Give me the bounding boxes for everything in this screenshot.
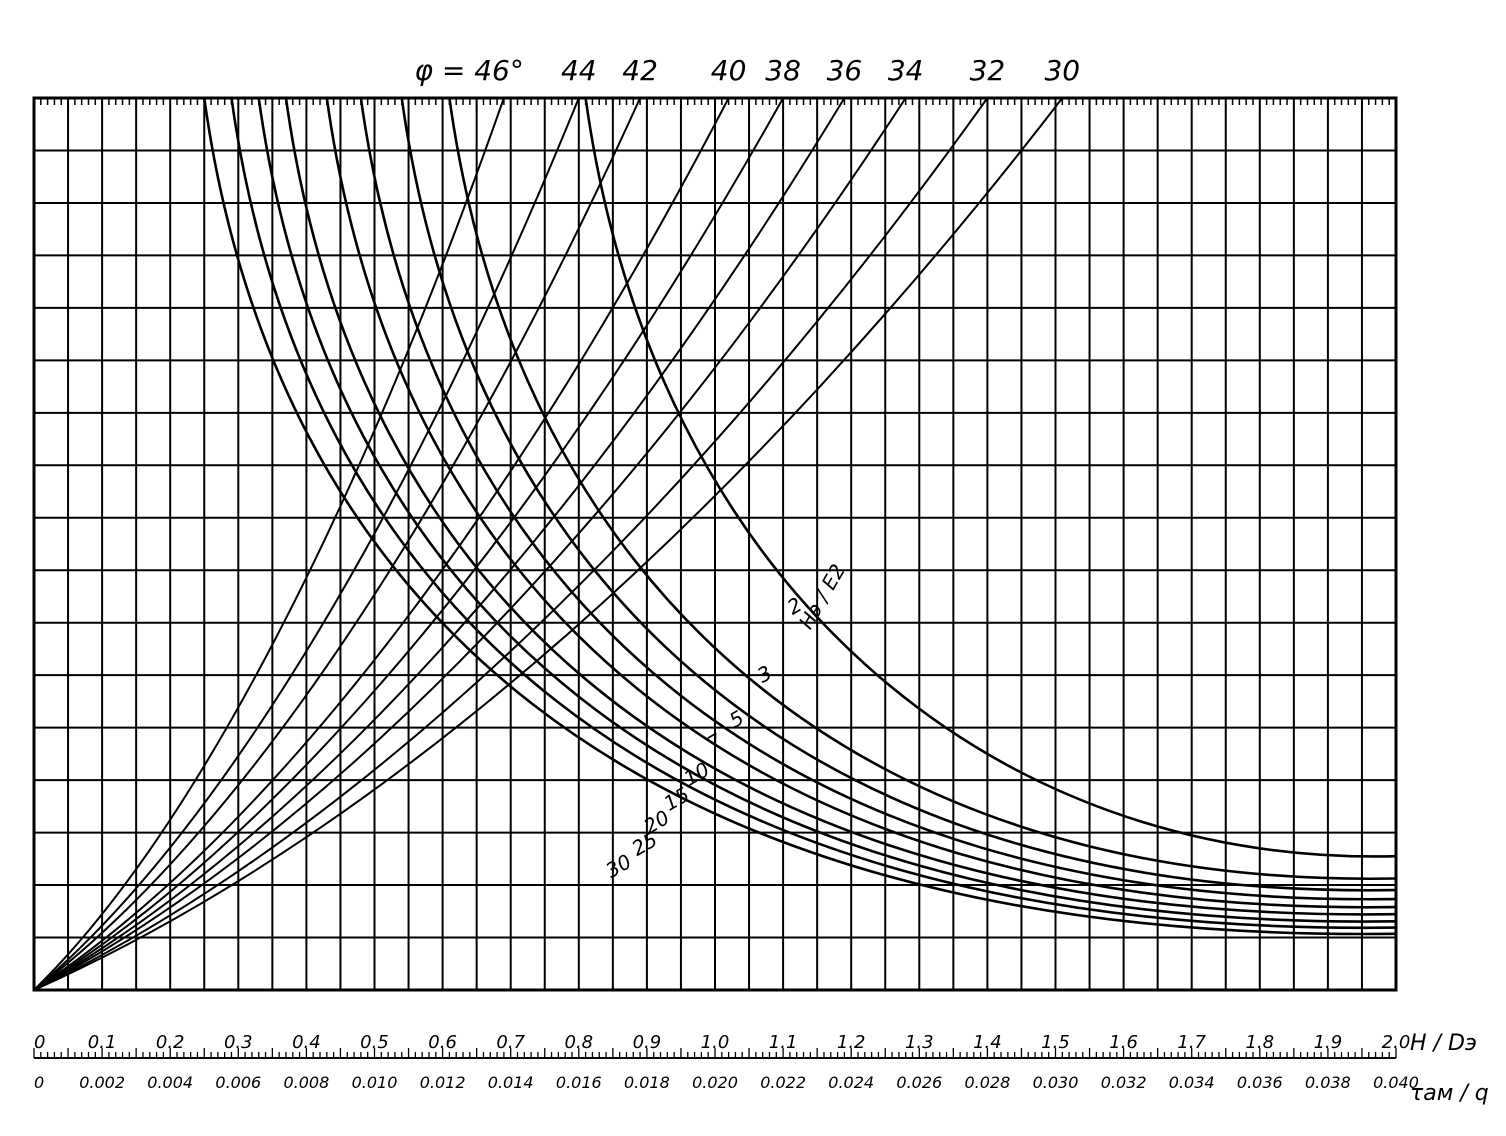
x-tick-label: 0.9 [633, 1032, 662, 1053]
x-tick-label: 1.4 [973, 1032, 1002, 1053]
x-tick-label: 1.9 [1314, 1032, 1343, 1053]
phi-line [33, 97, 505, 991]
x-tick-label: 1.2 [837, 1032, 866, 1053]
he-curve [325, 97, 1397, 909]
x2-tick-label: 0.018 [624, 1073, 670, 1092]
x-tick-label: 1.7 [1177, 1032, 1206, 1053]
x-tick-label: 0.8 [564, 1032, 593, 1053]
x-tick-label: 2.0 [1382, 1032, 1411, 1053]
x2-tick-label: 0.020 [692, 1073, 738, 1092]
x-tick-label: 1.8 [1245, 1032, 1274, 1053]
x2-tick-label: 0.012 [420, 1073, 466, 1092]
x-tick-label: 0.1 [88, 1032, 117, 1053]
x2-tick-label: 0.030 [1033, 1073, 1079, 1092]
chart-grid [32, 96, 1398, 992]
he-curve [584, 97, 1397, 858]
phi-line [33, 97, 846, 991]
x2-tick-label: 0.026 [896, 1073, 942, 1092]
x-tick-label: 1.6 [1109, 1032, 1138, 1053]
he-curve-label: 10 [679, 757, 713, 791]
x2-tick-label: 0.002 [79, 1073, 125, 1092]
x-tick-label: 0.5 [360, 1032, 389, 1053]
x2-tick-label: 0.036 [1237, 1073, 1283, 1092]
phi-line [33, 97, 907, 991]
he-curve [202, 97, 1397, 936]
phi-series-lines [33, 97, 1064, 991]
phi-label: 34 [888, 54, 924, 87]
x2-tick-label: 0.022 [760, 1073, 806, 1092]
x-tick-label: 1.0 [701, 1032, 730, 1053]
x2-tick-label: 0.008 [283, 1073, 329, 1092]
x2-tick-label: 0.024 [828, 1073, 874, 1092]
x-tick-label: 0.6 [428, 1032, 457, 1053]
x2-axis-title: τам / q [1410, 1081, 1489, 1106]
x-tick-label: 1.1 [769, 1032, 798, 1053]
x2-tick-label: 0.038 [1305, 1073, 1351, 1092]
he-curve [400, 97, 1397, 892]
he-curve [284, 97, 1397, 916]
x-tick-label: 0.7 [496, 1032, 525, 1053]
x-tick-label: 0.4 [292, 1032, 321, 1053]
x2-tick-label: 0.006 [215, 1073, 261, 1092]
phi-line [33, 97, 730, 991]
x2-tick-label: 0.016 [556, 1073, 602, 1092]
x-tick-label: 0.2 [156, 1032, 185, 1053]
phi-label: 32 [970, 54, 1006, 87]
he-curve-label: 7 [703, 728, 726, 755]
x2-tick-label: 0.040 [1373, 1073, 1419, 1092]
x2-tick-label: 0.014 [488, 1073, 534, 1092]
he-curve [257, 97, 1397, 923]
he-curve [448, 97, 1397, 880]
phi-line [33, 97, 1064, 991]
x2-tick-label: 0.034 [1169, 1073, 1215, 1092]
x-tick-label: 0 [34, 1032, 45, 1053]
he-curve [359, 97, 1397, 901]
x-tick-label: 0.3 [224, 1032, 253, 1053]
phi-line [33, 97, 642, 991]
x2-tick-label: 0 [34, 1073, 44, 1092]
phi-line [33, 97, 989, 991]
x2-tick-label: 0.004 [147, 1073, 193, 1092]
phi-label: 44 [561, 54, 597, 87]
x2-tick-label: 0.010 [352, 1073, 398, 1092]
x-axis-title: H / Dэ [1410, 1031, 1477, 1056]
phi-label: φ = 46° [415, 54, 524, 87]
x-tick-label: 1.5 [1041, 1032, 1070, 1053]
he-curve-label: 30 [601, 849, 635, 883]
phi-label: 40 [711, 54, 747, 87]
phi-line [33, 97, 784, 991]
phi-line [33, 97, 580, 991]
x2-tick-label: 0.032 [1101, 1073, 1147, 1092]
phi-label: 36 [827, 54, 863, 87]
x2-tick-label: 0.028 [964, 1073, 1010, 1092]
phi-label: 42 [622, 54, 658, 87]
he-curve [230, 97, 1397, 929]
he-series-curves [202, 97, 1397, 936]
x-tick-label: 1.3 [905, 1032, 934, 1053]
phi-label: 38 [765, 54, 801, 87]
phi-label: 30 [1044, 54, 1080, 87]
chart-labels: 0 0.1 0.2 0.3 0.4 0.5 0.6 0.7 0.8 0.9 1.0 1.1 1.2 1.3… [34, 54, 1419, 1092]
